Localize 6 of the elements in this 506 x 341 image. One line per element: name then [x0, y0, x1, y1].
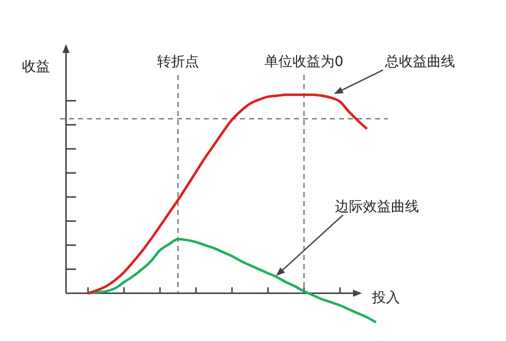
text: 单位收益为0	[264, 54, 344, 70]
text: 转折点	[157, 54, 199, 70]
y-axis-title: 收益	[22, 59, 50, 75]
x-axis-title: 投入	[372, 290, 400, 306]
text: 总收益曲线	[385, 54, 455, 70]
annotation: 边际效益曲线	[335, 199, 419, 215]
